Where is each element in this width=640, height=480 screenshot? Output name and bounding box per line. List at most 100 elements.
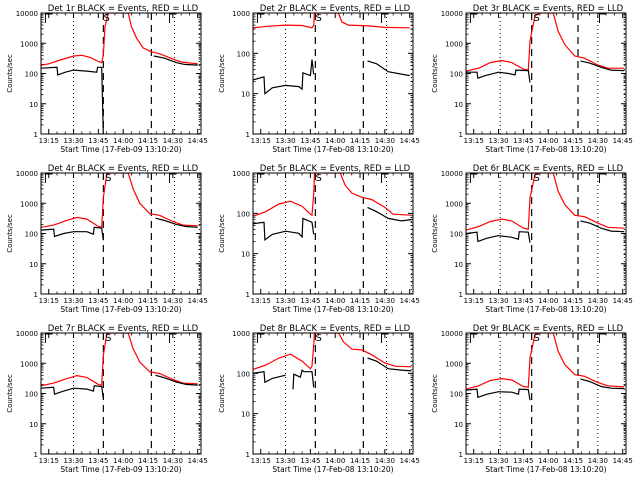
y-tick-label: 100: [25, 231, 38, 239]
y-tick-label: 1000: [445, 360, 463, 368]
x-tick-label: 14:15: [563, 297, 583, 305]
x-tick-label: 13:45: [513, 457, 533, 465]
x-tick-label: 14:00: [113, 297, 133, 305]
marker-end-bracket: [169, 333, 177, 343]
x-tick-label: 13:30: [488, 137, 508, 145]
series-group: [41, 173, 198, 241]
x-tick-label: 13:45: [513, 137, 533, 145]
marker-start: S: [315, 333, 321, 344]
y-tick-label: 10: [29, 261, 38, 269]
x-axis-label: Start Time (17-Feb-08 13:10:20): [272, 145, 393, 154]
y-tick-label: 1000: [20, 40, 38, 48]
y-tick-label: 10: [241, 411, 250, 419]
y-tick-label: 1: [34, 291, 38, 299]
x-tick-label: 13:45: [88, 137, 108, 145]
chart-title: Det 5r BLACK = Events, RED = LLD: [260, 164, 411, 174]
y-axis-label: Counts/sec: [431, 374, 439, 413]
y-axis-label: Counts/sec: [431, 214, 439, 253]
y-tick-label: 1000: [232, 170, 250, 178]
x-tick-label: 13:30: [275, 457, 295, 465]
x-tick-label: 14:15: [138, 297, 158, 305]
y-tick-label: 10000: [441, 10, 463, 18]
series-group: [41, 13, 198, 134]
y-tick-label: 1000: [20, 360, 38, 368]
marker-end-bracket: [469, 173, 478, 183]
x-tick-label: 14:45: [188, 137, 208, 145]
y-axis-label: Counts/sec: [6, 214, 14, 253]
marker-end-bracket: [469, 13, 478, 23]
x-tick-label: 13:15: [464, 457, 484, 465]
x-tick-label: 14:00: [113, 457, 133, 465]
marker-start: S: [315, 173, 321, 184]
series-group: [466, 13, 625, 83]
y-tick-label: 1: [34, 131, 38, 139]
y-tick-label: 100: [450, 391, 463, 399]
series-line-events: [41, 217, 198, 241]
x-tick-label: 14:15: [138, 137, 158, 145]
x-tick-label: 14:45: [400, 297, 420, 305]
x-tick-label: 14:00: [113, 137, 133, 145]
panel-det-2r: Det 2r BLACK = Events, RED = LLD Counts/s…: [218, 4, 420, 154]
series-group: [253, 333, 412, 390]
x-tick-label: 13:15: [39, 137, 59, 145]
panel-det-1r: Det 1r BLACK = Events, RED = LLD Counts/s…: [6, 4, 208, 154]
x-tick-label: 14:00: [325, 137, 345, 145]
series-group: [466, 173, 625, 243]
series-group: [253, 13, 410, 95]
x-axis-label: Start Time (17-Feb-08 13:10:20): [485, 465, 606, 474]
panel-det-6r: Det 6r BLACK = Events, RED = LLD Counts/s…: [431, 164, 633, 314]
marker-end-bracket: [599, 333, 607, 343]
marker-start: S: [533, 173, 539, 184]
x-tick-label: 14:15: [138, 457, 158, 465]
marker-end-bracket: [599, 173, 607, 183]
x-tick-label: 13:15: [464, 297, 484, 305]
panel-det-3r: Det 3r BLACK = Events, RED = LLD Counts/s…: [431, 4, 633, 154]
marker-end-bracket: [44, 173, 53, 183]
y-tick-label: 10000: [441, 170, 463, 178]
x-tick-label: 14:30: [375, 137, 395, 145]
marker-end-bracket: [381, 173, 389, 183]
y-tick-label: 100: [450, 231, 463, 239]
x-tick-label: 13:15: [39, 297, 59, 305]
y-tick-label: 1000: [445, 200, 463, 208]
x-tick-label: 14:45: [188, 297, 208, 305]
x-tick-label: 14:00: [325, 457, 345, 465]
x-tick-label: 13:15: [251, 457, 271, 465]
y-axis-label: Counts/sec: [218, 54, 226, 93]
marker-start: S: [533, 333, 539, 344]
series-line-lld: [41, 13, 198, 66]
chart-title: Det 6r BLACK = Events, RED = LLD: [473, 164, 624, 174]
x-axis-label: Start Time (17-Feb-08 13:10:20): [485, 145, 606, 154]
x-axis-label: Start Time (17-Feb-09 13:10:20): [60, 305, 181, 314]
x-tick-label: 13:30: [275, 297, 295, 305]
series-line-lld: [466, 173, 625, 231]
marker-start: S: [103, 13, 109, 24]
x-tick-label: 14:00: [538, 457, 558, 465]
marker-end-bracket: [599, 13, 607, 23]
series-line-lld: [466, 13, 625, 72]
panel-det-5r: Det 5r BLACK = Events, RED = LLD Counts/s…: [218, 164, 420, 314]
marker-end-bracket: [44, 13, 53, 23]
plot-frame: [465, 332, 627, 455]
chart-title: Det 4r BLACK = Events, RED = LLD: [48, 164, 199, 174]
series-line-lld: [41, 333, 198, 387]
y-tick-label: 1: [459, 131, 463, 139]
marker-end-bracket: [169, 173, 177, 183]
chart-title: Det 3r BLACK = Events, RED = LLD: [473, 4, 624, 14]
x-tick-label: 14:45: [613, 137, 633, 145]
chart-title: Det 7r BLACK = Events, RED = LLD: [48, 324, 199, 334]
marker-end-bracket: [381, 13, 389, 23]
y-tick-label: 1: [34, 451, 38, 459]
series-line-events: [253, 206, 412, 242]
marker-end-bracket: [469, 333, 478, 343]
y-tick-label: 1: [246, 131, 250, 139]
series-line-events: [466, 220, 625, 243]
x-tick-label: 14:45: [613, 297, 633, 305]
x-tick-label: 14:30: [588, 137, 608, 145]
series-line-lld: [253, 173, 412, 217]
x-tick-label: 13:30: [275, 137, 295, 145]
x-tick-label: 13:45: [300, 457, 320, 465]
y-tick-label: 1: [459, 451, 463, 459]
x-tick-label: 14:30: [375, 297, 395, 305]
